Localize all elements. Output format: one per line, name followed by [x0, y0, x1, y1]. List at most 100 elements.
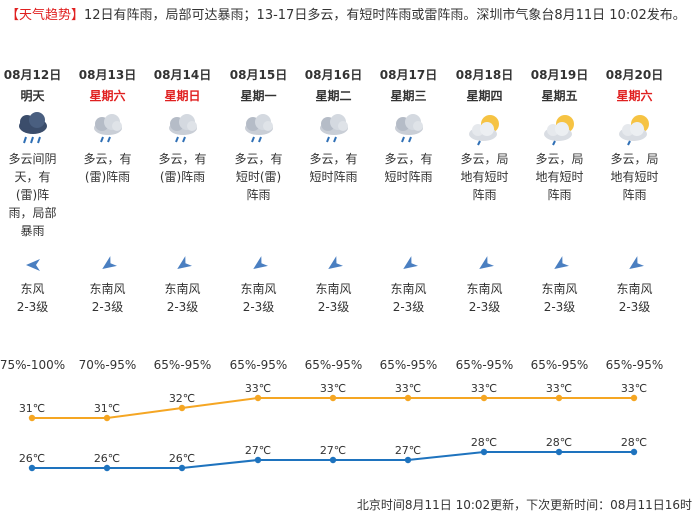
low-temp-point [480, 448, 488, 456]
low-temp-label: 28℃ [471, 436, 497, 449]
wind-info: 东南风 2-3级 [597, 280, 672, 316]
wind-direction: 东南风 [466, 282, 503, 296]
low-temp-label: 27℃ [320, 444, 346, 457]
humidity-value: 65%-95% [530, 358, 589, 372]
high-temp-label: 32℃ [169, 392, 195, 405]
wind-direction-icon [174, 256, 192, 274]
wind-level: 2-3级 [618, 300, 651, 314]
humidity-value: 65%-95% [229, 358, 288, 372]
forecast-day: 08月17日 星期三多云，有短时阵雨东南风 2-3级 [371, 66, 446, 316]
day-weekday: 星期三 [390, 89, 427, 103]
day-date: 08月18日 [455, 68, 514, 82]
wind-direction: 东南风 [315, 282, 352, 296]
high-temp-label: 33℃ [621, 382, 647, 395]
forecast-day: 08月14日 星期日 多云，有(雷)阵雨 东南风 2-3级 [145, 66, 220, 316]
sun-cloud-icon [465, 112, 505, 148]
low-temp-point [28, 464, 36, 472]
day-description: 多云，有(雷)阵雨 [83, 152, 132, 184]
day-date: 08月16日 [304, 68, 363, 82]
wind-direction: 东南风 [390, 282, 427, 296]
wind-direction: 东南风 [89, 282, 126, 296]
wind-level: 2-3级 [392, 300, 425, 314]
high-temp-point [480, 394, 488, 402]
rain-cloud-icon [13, 112, 53, 148]
low-temp-label: 28℃ [621, 436, 647, 449]
day-description: 多云，局地有短时阵雨 [610, 152, 659, 202]
wind-info: 东南风 2-3级 [70, 280, 145, 316]
forecast-day: 08月19日 星期五 多云，局地有短时阵雨 东南风 2-3级 [522, 66, 597, 316]
day-date: 08月12日 [3, 68, 62, 82]
forecast-day: 08月12日 明天 多云间阴天，有(雷)阵雨，局部暴雨 东风 2-3级 [0, 66, 70, 316]
day-weekday: 星期日 [164, 89, 201, 103]
weather-trend-notice: 【天气趋势】12日有阵雨，局部可达暴雨；13-17日多云，有短时阵雨或雷阵雨。深… [6, 6, 694, 25]
wind-direction-icon [99, 256, 117, 274]
high-temp-point [178, 404, 186, 412]
day-weekday: 星期一 [240, 89, 277, 103]
day-description: 多云间阴天，有(雷)阵雨，局部暴雨 [8, 152, 57, 238]
high-temp-point [404, 394, 412, 402]
day-date: 08月19日 [530, 68, 589, 82]
wind-direction: 东南风 [164, 282, 201, 296]
low-temp-point [555, 448, 563, 456]
day-weekday: 星期五 [541, 89, 578, 103]
high-temp-point [555, 394, 563, 402]
wind-direction: 东南风 [541, 282, 578, 296]
low-temp-label: 26℃ [19, 452, 45, 465]
humidity-value: 70%-95% [78, 358, 137, 372]
wind-direction-icon [551, 256, 569, 274]
sun-cloud-icon [615, 112, 655, 148]
wind-info: 东南风 2-3级 [447, 280, 522, 316]
wind-info: 东南风 2-3级 [371, 280, 446, 316]
forecast-day: 08月20日 星期六多云，局地有短时阵雨东南风 2-3级 [597, 66, 672, 316]
low-temp-label: 26℃ [94, 452, 120, 465]
high-temp-label: 33℃ [320, 382, 346, 395]
wind-direction-icon [325, 256, 343, 274]
wind-level: 2-3级 [242, 300, 275, 314]
wind-direction: 东风 [20, 282, 45, 296]
wind-level: 2-3级 [543, 300, 576, 314]
low-temp-point [329, 456, 337, 464]
wind-direction-icon [626, 256, 644, 274]
low-temp-point [254, 456, 262, 464]
high-temp-point [254, 394, 262, 402]
day-date: 08月13日 [78, 68, 137, 82]
wind-direction: 东南风 [616, 282, 653, 296]
high-temp-label: 31℃ [19, 402, 45, 415]
wind-info: 东南风 2-3级 [145, 280, 220, 316]
wind-level: 2-3级 [91, 300, 124, 314]
day-date: 08月14日 [153, 68, 212, 82]
wind-level: 2-3级 [16, 300, 49, 314]
cloud-shower-icon [314, 112, 354, 148]
day-weekday: 星期二 [315, 89, 352, 103]
wind-direction-icon [24, 256, 42, 274]
low-temp-label: 27℃ [245, 444, 271, 457]
high-temp-point [103, 414, 111, 422]
cloud-shower-icon [88, 112, 128, 148]
cloud-shower-icon [163, 112, 203, 148]
high-temp-label: 33℃ [546, 382, 572, 395]
high-temp-label: 33℃ [245, 382, 271, 395]
humidity-row: 75%-100% 70%-95% 65%-95% 65%-95% 65%-95% 65%-… [0, 358, 700, 378]
sun-cloud-icon [540, 112, 580, 148]
humidity-value: 65%-95% [304, 358, 363, 372]
low-temp-point [630, 448, 638, 456]
wind-direction-icon [250, 256, 268, 274]
humidity-value: 65%-95% [605, 358, 664, 372]
humidity-value: 75%-100% [0, 358, 66, 372]
temperature-chart: 31℃ 31℃ 32℃ 33℃ 33℃ 33℃ 33℃ 33℃ 33℃ 26℃ 26℃ 26℃ 27℃ 2… [19, 382, 647, 472]
day-date: 08月17日 [379, 68, 438, 82]
wind-direction-icon [476, 256, 494, 274]
day-description: 多云，局地有短时阵雨 [460, 152, 509, 202]
day-weekday: 星期六 [89, 89, 126, 103]
forecast-day: 08月15日 星期一 多云，有短时(雷)阵雨 东南风 2-3级 [221, 66, 296, 316]
day-description: 多云，有短时(雷)阵雨 [234, 152, 283, 202]
low-temp-point [103, 464, 111, 472]
day-weekday: 星期六 [616, 89, 653, 103]
day-date: 08月20日 [605, 68, 664, 82]
wind-level: 2-3级 [166, 300, 199, 314]
wind-info: 东风 2-3级 [0, 280, 70, 316]
day-description: 多云，有短时阵雨 [384, 152, 433, 184]
high-temp-label: 31℃ [94, 402, 120, 415]
low-temp-label: 26℃ [169, 452, 195, 465]
low-temp-label: 28℃ [546, 436, 572, 449]
